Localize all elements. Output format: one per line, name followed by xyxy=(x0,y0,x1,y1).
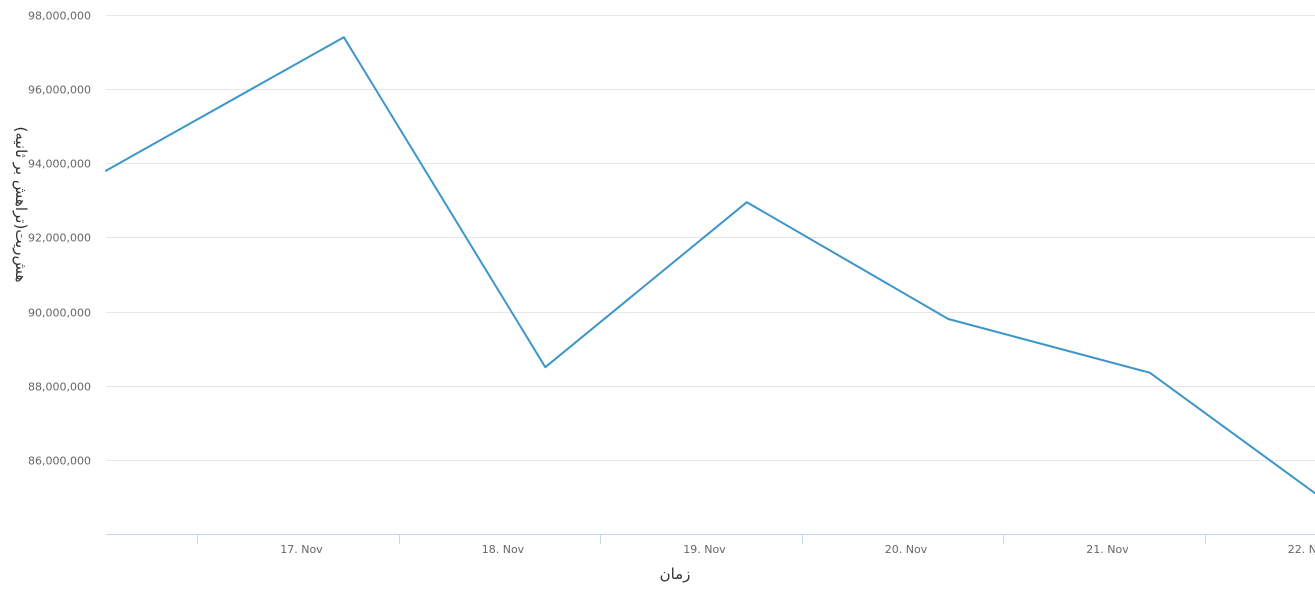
y-tick-labels: 86,000,000 88,000,000 90,000,000 92,000,000… xyxy=(28,10,91,468)
grid-lines xyxy=(106,15,1315,461)
x-tick-label: 19. Nov xyxy=(683,543,726,556)
x-axis-title: زمان xyxy=(660,565,691,583)
y-tick-label: 98,000,000 xyxy=(28,10,91,23)
x-tick-label: 22. Nov xyxy=(1288,543,1315,556)
x-tick-label: 21. Nov xyxy=(1086,543,1129,556)
y-tick-label: 94,000,000 xyxy=(28,158,91,171)
y-tick-label: 92,000,000 xyxy=(28,232,91,245)
y-tick-label: 86,000,000 xyxy=(28,455,91,468)
y-axis-title: هش‌ریت(تراهش بر ثانیه) xyxy=(12,126,30,282)
x-tick-label: 20. Nov xyxy=(885,543,928,556)
y-tick-label: 88,000,000 xyxy=(28,381,91,394)
y-tick-label: 90,000,000 xyxy=(28,307,91,320)
x-tick-label: 18. Nov xyxy=(482,543,525,556)
axes xyxy=(106,534,1315,544)
series-line xyxy=(105,36,1315,495)
x-tick-label: 17. Nov xyxy=(280,543,323,556)
series-layer xyxy=(105,36,1315,495)
y-tick-label: 96,000,000 xyxy=(28,84,91,97)
x-tick-labels: 17. Nov 18. Nov 19. Nov 20. Nov 21. Nov 22. N… xyxy=(280,543,1315,556)
